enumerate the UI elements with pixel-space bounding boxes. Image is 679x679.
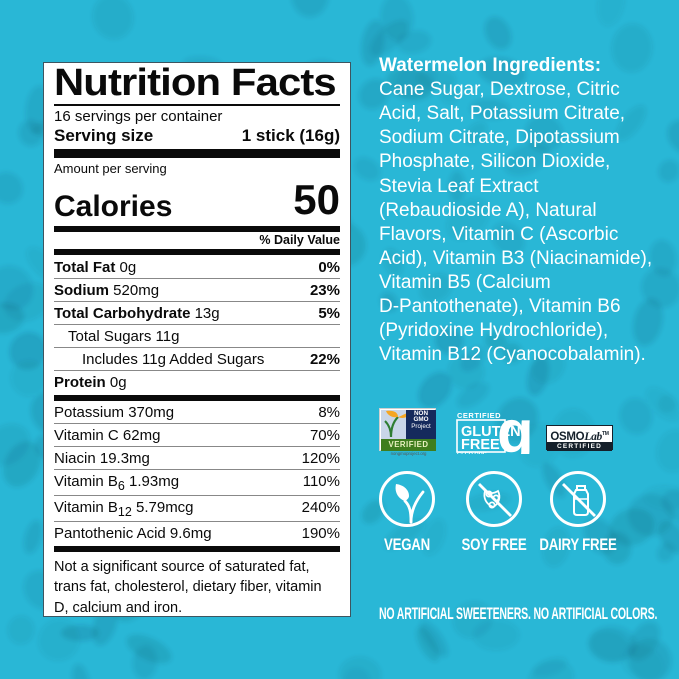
svg-text:g: g [497,410,531,454]
svg-text:FREE: FREE [461,437,500,453]
svg-text:GFCO.ORG: GFCO.ORG [457,452,487,454]
svg-text:CERTIFIED: CERTIFIED [457,411,501,420]
